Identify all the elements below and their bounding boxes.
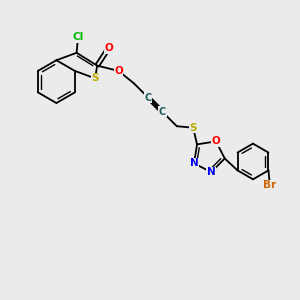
Text: C: C bbox=[145, 93, 152, 103]
Text: N: N bbox=[207, 167, 215, 177]
Text: S: S bbox=[92, 74, 99, 83]
Text: N: N bbox=[190, 158, 198, 168]
Text: Br: Br bbox=[263, 180, 277, 190]
Text: Cl: Cl bbox=[72, 32, 84, 42]
Text: O: O bbox=[104, 44, 113, 53]
Text: C: C bbox=[159, 107, 166, 117]
Text: S: S bbox=[189, 123, 197, 133]
Text: O: O bbox=[114, 66, 123, 76]
Text: O: O bbox=[212, 136, 220, 146]
